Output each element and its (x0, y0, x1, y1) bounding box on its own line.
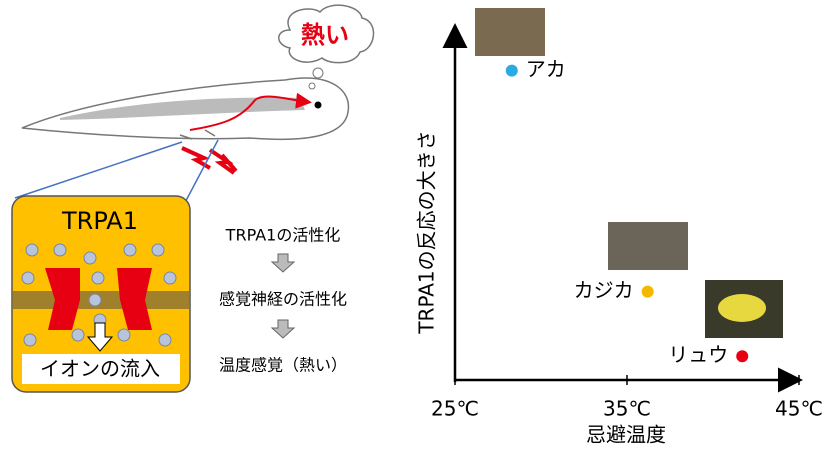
tadpole (21, 77, 350, 175)
point (505, 64, 518, 77)
x-tick-label: 25℃ (431, 397, 479, 421)
point-label: カジカ (574, 278, 634, 302)
y-axis-label: TRPA1の反応の大きさ (415, 130, 439, 334)
step: 温度感覚（熱い） (219, 356, 347, 375)
channel-box: TRPA1 イオンの流入 (11, 195, 191, 393)
channel-title: TRPA1 (61, 207, 138, 235)
x-axis-label: 忌避温度 (586, 423, 666, 447)
channel-caption: イオンの流入 (40, 357, 160, 381)
point-label: アカ (526, 57, 566, 81)
step: TRPA1の活性化 (225, 226, 341, 245)
step: 感覚神経の活性化 (219, 290, 347, 309)
point (641, 285, 654, 298)
point (736, 350, 749, 363)
x-tick-label: 45℃ (775, 397, 823, 421)
x-tick-label: 35℃ (603, 397, 651, 421)
bubble-text: 熱い (301, 21, 349, 49)
thought-bubble: 熱い (278, 4, 375, 90)
point-label: リュウ (668, 343, 728, 367)
